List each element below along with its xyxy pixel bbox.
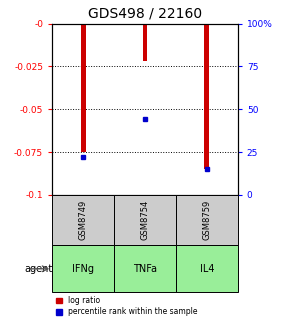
Bar (81, 24, 86, 152)
Legend: log ratio, percentile rank within the sample: log ratio, percentile rank within the sa… (56, 296, 198, 317)
Bar (142, 24, 148, 61)
Bar (52, 245, 114, 292)
Text: TNFa: TNFa (133, 264, 157, 274)
Text: agent: agent (24, 264, 52, 274)
Bar (114, 245, 176, 292)
Text: GSM8749: GSM8749 (79, 200, 88, 240)
Text: GSM8754: GSM8754 (140, 200, 150, 240)
Text: GSM8759: GSM8759 (202, 200, 211, 240)
Bar (176, 195, 238, 245)
Text: IFNg: IFNg (72, 264, 94, 274)
Bar (204, 24, 209, 169)
Text: IL4: IL4 (200, 264, 214, 274)
Bar (52, 195, 114, 245)
Title: GDS498 / 22160: GDS498 / 22160 (88, 7, 202, 21)
Bar (176, 245, 238, 292)
Bar (114, 195, 176, 245)
